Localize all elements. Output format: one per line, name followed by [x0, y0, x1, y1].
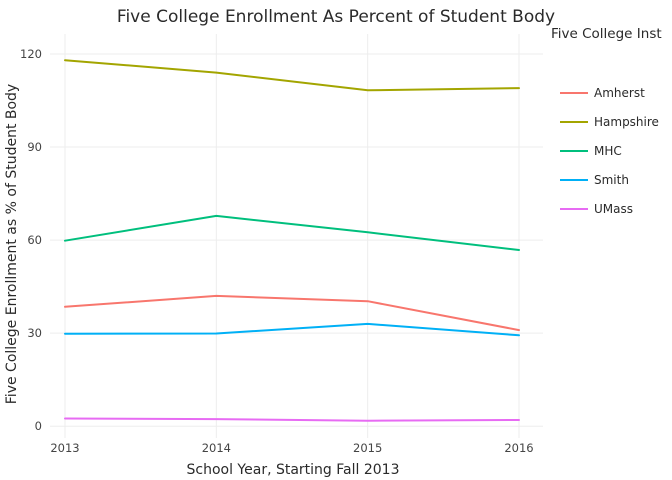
- x-axis-title: School Year, Starting Fall 2013: [187, 462, 400, 478]
- x-tick-label: 2013: [50, 441, 79, 455]
- y-tick-label: 120: [20, 47, 42, 61]
- y-axis-ticks: 0 30 60 90 120: [20, 47, 42, 433]
- legend-item-hampshire[interactable]: Hampshire: [560, 115, 659, 129]
- legend-label: Amherst: [594, 86, 645, 100]
- legend-label: Smith: [594, 173, 629, 187]
- x-axis-ticks: 2013 2014 2015 2016: [50, 441, 533, 455]
- series-line-umass: [64, 417, 520, 422]
- legend-item-smith[interactable]: Smith: [560, 173, 629, 187]
- y-tick-label: 60: [27, 233, 42, 247]
- legend: Five College Inst Amherst Hampshire MHC Smi…: [551, 26, 662, 216]
- series-lines: [64, 59, 520, 422]
- x-tick-label: 2015: [353, 441, 382, 455]
- legend-label: Hampshire: [594, 115, 659, 129]
- series-line-mhc: [64, 214, 520, 251]
- x-tick-label: 2016: [504, 441, 533, 455]
- legend-label: MHC: [594, 144, 622, 158]
- series-line-amherst: [64, 294, 520, 332]
- grid: [50, 34, 543, 438]
- legend-item-amherst[interactable]: Amherst: [560, 86, 645, 100]
- legend-item-mhc[interactable]: MHC: [560, 144, 622, 158]
- x-tick-label: 2014: [202, 441, 231, 455]
- y-tick-label: 30: [27, 326, 42, 340]
- y-tick-label: 90: [27, 140, 42, 154]
- legend-label: UMass: [594, 202, 633, 216]
- y-tick-label: 0: [35, 419, 42, 433]
- legend-item-umass[interactable]: UMass: [560, 202, 633, 216]
- chart-title: Five College Enrollment As Percent of St…: [117, 7, 555, 27]
- y-axis-title: Five College Enrollment as % of Student …: [4, 84, 20, 404]
- series-line-hampshire: [64, 59, 520, 92]
- legend-title: Five College Inst: [551, 26, 662, 42]
- series-line-smith: [64, 322, 520, 337]
